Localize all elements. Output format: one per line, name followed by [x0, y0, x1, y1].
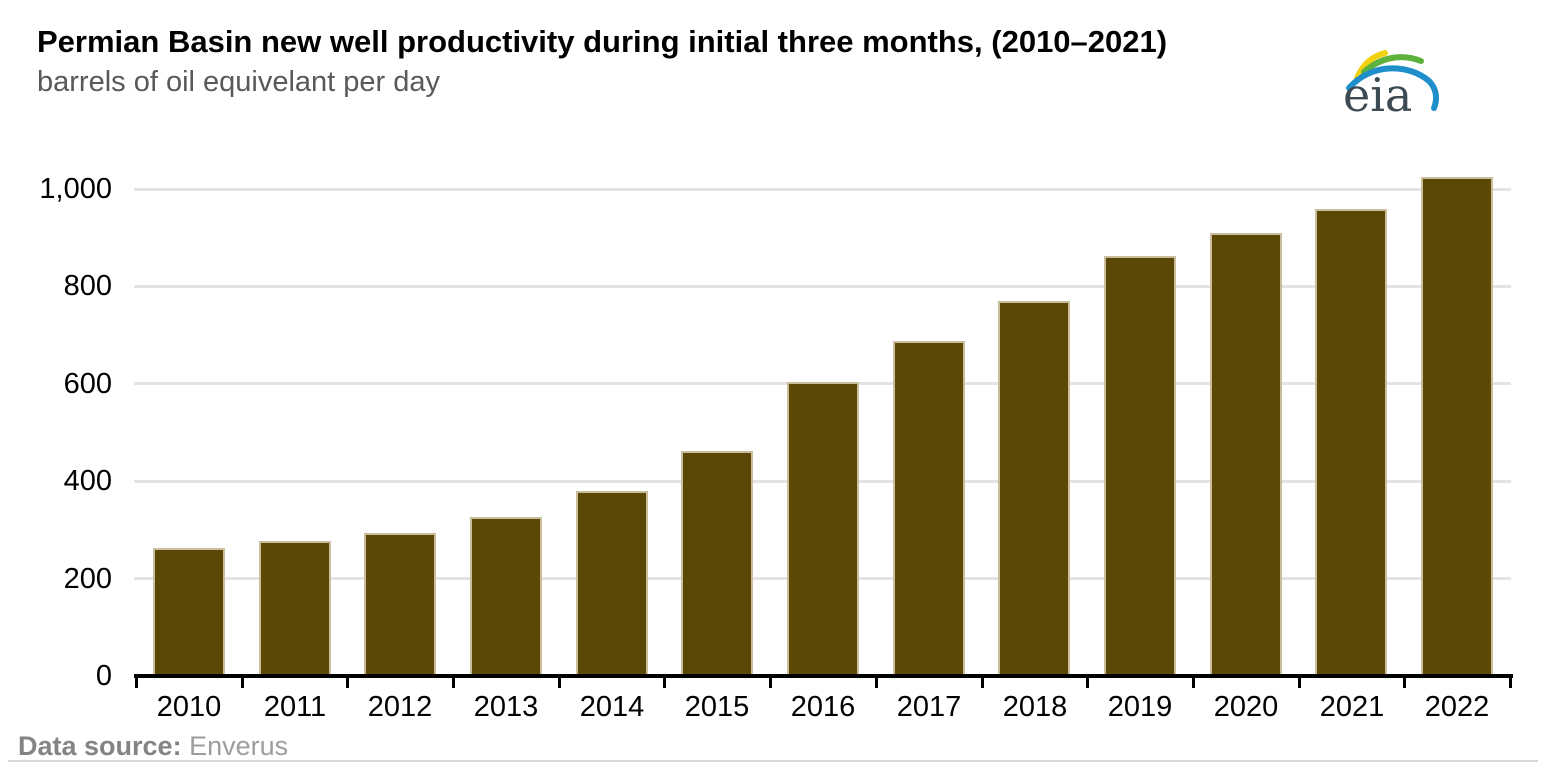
y-tick-label-0: 0	[95, 660, 112, 692]
bar-2016	[787, 382, 859, 676]
x-tick-label-2014: 2014	[579, 691, 645, 723]
x-tick-label-2021: 2021	[1319, 691, 1385, 723]
x-axis-tick	[1509, 676, 1512, 688]
bar-2014	[576, 491, 648, 676]
x-axis-tick	[981, 676, 984, 688]
logo-swoosh-yellow	[1354, 50, 1388, 81]
x-tick-label-2016: 2016	[790, 691, 856, 723]
footer-rule	[8, 760, 1538, 762]
bar-2022	[1421, 177, 1493, 676]
x-tick-label-2011: 2011	[263, 691, 327, 723]
chart-subtitle: barrels of oil equivelant per day	[37, 66, 441, 98]
bar-2013	[470, 517, 542, 676]
x-axis-tick	[1298, 676, 1301, 688]
y-tick-label-400: 400	[63, 465, 112, 498]
x-axis-tick	[135, 676, 138, 688]
x-tick-label-2013: 2013	[473, 691, 539, 723]
data-source-line: Data source: Enverus	[18, 731, 288, 762]
logo-swoosh-blue	[1346, 65, 1440, 111]
x-tick-label-2017: 2017	[896, 691, 962, 723]
y-tick-label-200: 200	[63, 562, 112, 595]
logo-swoosh-green	[1361, 54, 1424, 75]
x-axis-tick	[558, 676, 561, 688]
x-axis-line	[134, 674, 1513, 678]
x-axis-tick	[663, 676, 666, 688]
bar-2017	[893, 341, 965, 676]
y-tick-label-1,000: 1,000	[39, 173, 112, 205]
x-tick-label-2012: 2012	[367, 691, 433, 723]
x-axis-tick	[1192, 676, 1195, 688]
gridline-1000	[134, 187, 1511, 191]
x-axis-tick	[241, 676, 244, 688]
bar-2021	[1315, 209, 1387, 676]
source-label: Data source:	[18, 731, 182, 761]
bar-2011	[259, 541, 331, 676]
bar-2020	[1210, 233, 1282, 676]
eia-logo: eia	[1343, 50, 1440, 120]
x-tick-label-2022: 2022	[1424, 691, 1490, 723]
logo-text: eia	[1343, 68, 1412, 120]
x-tick-label-2020: 2020	[1213, 691, 1279, 723]
bar-2010	[153, 548, 225, 676]
bar-2012	[364, 533, 436, 676]
x-tick-label-2010: 2010	[156, 691, 222, 723]
x-axis-tick	[1086, 676, 1089, 688]
source-value: Enverus	[181, 731, 289, 761]
x-axis-tick	[1403, 676, 1406, 688]
y-tick-label-600: 600	[63, 367, 112, 400]
bar-2018	[998, 301, 1070, 676]
x-axis-tick	[346, 676, 349, 688]
x-tick-label-2018: 2018	[1002, 691, 1068, 723]
x-axis-tick	[875, 676, 878, 688]
bar-2019	[1104, 256, 1176, 676]
x-tick-label-2015: 2015	[684, 691, 750, 723]
bar-2015	[681, 451, 753, 676]
chart-title: Permian Basin new well productivity duri…	[37, 24, 1168, 59]
x-tick-label-2019: 2019	[1107, 691, 1173, 723]
x-axis-tick	[452, 676, 455, 688]
y-tick-label-800: 800	[63, 270, 112, 303]
gridline-800	[134, 284, 1511, 288]
x-axis-tick	[769, 676, 772, 688]
